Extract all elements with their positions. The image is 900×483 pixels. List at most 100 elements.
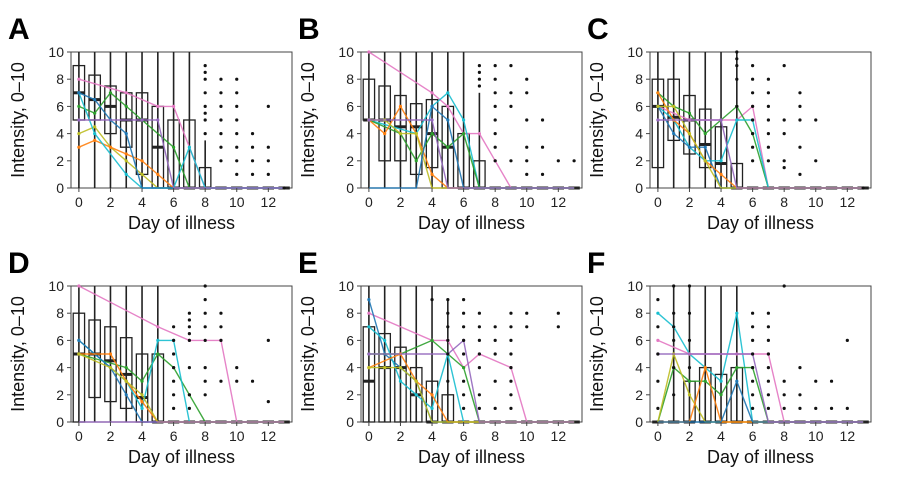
x-tick-label: 0 <box>654 194 662 210</box>
line-point <box>719 172 723 176</box>
outlier-point <box>766 77 770 81</box>
outlier-point <box>829 379 834 383</box>
outlier-point <box>798 393 802 397</box>
outlier-point <box>556 159 560 163</box>
outlier-point <box>672 311 676 315</box>
outlier-point <box>525 118 529 122</box>
outlier-point <box>430 298 434 302</box>
outlier-point <box>845 406 849 410</box>
line-point <box>735 311 739 315</box>
line-point <box>77 104 81 108</box>
outlier-point <box>509 352 513 356</box>
outlier-point <box>782 379 786 383</box>
outlier-point <box>219 311 223 315</box>
outlier-point <box>766 118 770 122</box>
line-point <box>156 104 160 108</box>
line-point <box>108 366 113 370</box>
x-tick-label: 0 <box>654 428 662 444</box>
outlier-point <box>266 400 270 404</box>
line-point <box>398 132 403 136</box>
outlier-point <box>493 338 497 342</box>
panel-e: 0 2 4 6 8 10 0 2 4 6 8 10 12 Day of illness Intensity,… <box>298 247 583 467</box>
line-point <box>430 172 434 176</box>
y-tick-label: 6 <box>635 332 643 348</box>
x-axis-label: Day of illness <box>707 213 814 233</box>
outlier-point <box>493 325 497 329</box>
line-point <box>703 145 707 149</box>
line-point <box>703 366 707 370</box>
outlier-point <box>751 393 755 397</box>
y-tick-label: 2 <box>346 387 354 403</box>
patient-line-7 <box>657 119 864 189</box>
outlier-point <box>509 393 513 397</box>
line-point <box>93 132 97 136</box>
x-tick-label: 12 <box>551 428 567 444</box>
line-point <box>383 132 387 136</box>
patient-line-1 <box>368 51 575 189</box>
outlier-point <box>766 393 770 397</box>
outlier-point <box>446 325 450 329</box>
outlier-point <box>172 379 176 383</box>
outlier-point <box>751 104 755 108</box>
x-tick-label: 4 <box>428 194 436 210</box>
line-point <box>477 132 481 136</box>
y-axis-label: Intensity, 0–10 <box>587 296 607 412</box>
line-point <box>430 104 434 108</box>
outlier-point <box>235 118 239 122</box>
x-tick-label: 6 <box>170 428 178 444</box>
line-point <box>446 145 450 149</box>
x-tick-label: 10 <box>229 428 245 444</box>
line-point <box>446 104 450 108</box>
outlier-point <box>203 77 207 81</box>
line-point <box>367 366 371 370</box>
outlier-point <box>814 159 818 163</box>
line-point <box>93 111 97 115</box>
line-point <box>93 125 97 129</box>
outlier-point <box>250 132 255 136</box>
y-axis-label: Intensity, 0–10 <box>8 296 28 412</box>
outlier-point <box>751 366 755 370</box>
outlier-point <box>219 325 223 329</box>
line-point <box>687 393 692 397</box>
outlier-point <box>235 172 239 176</box>
outlier-point <box>172 325 176 329</box>
line-point <box>108 91 113 95</box>
box <box>409 103 423 176</box>
outlier-point <box>572 159 576 163</box>
line-point <box>656 311 660 315</box>
line-point <box>414 159 418 163</box>
line-point <box>77 145 81 149</box>
outlier-point <box>672 393 676 397</box>
line-point <box>108 145 113 149</box>
y-tick-label: 10 <box>627 44 643 60</box>
line-point <box>124 172 128 176</box>
outlier-point <box>250 172 255 176</box>
outlier-point <box>493 145 497 149</box>
line-point <box>156 172 160 176</box>
line-point <box>156 325 160 329</box>
line-point <box>687 111 692 115</box>
outlier-point <box>766 132 770 136</box>
outlier-point <box>798 406 802 410</box>
outlier-point <box>493 104 497 108</box>
outlier-point <box>735 104 739 108</box>
line-point <box>77 77 81 81</box>
outlier-point <box>477 84 481 88</box>
outlier-point <box>203 366 207 370</box>
y-tick-label: 4 <box>635 360 643 376</box>
outlier-point <box>266 172 270 176</box>
outlier-point <box>219 132 223 136</box>
line-point <box>430 91 434 95</box>
line-point <box>703 132 707 136</box>
outlier-point <box>477 338 481 342</box>
y-tick-label: 10 <box>48 44 64 60</box>
outlier-point <box>462 406 466 410</box>
y-tick-label: 2 <box>56 387 64 403</box>
line-point <box>140 400 144 404</box>
outlier-point <box>766 104 770 108</box>
line-point <box>77 118 81 122</box>
x-tick-label: 10 <box>808 428 824 444</box>
outlier-point <box>782 159 786 163</box>
x-tick-label: 0 <box>75 194 83 210</box>
x-axis-label: Day of illness <box>128 213 235 233</box>
